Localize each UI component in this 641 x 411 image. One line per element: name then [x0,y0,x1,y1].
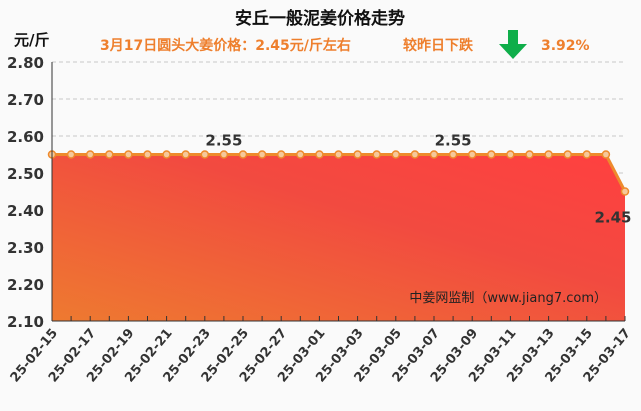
data-point [563,150,572,159]
data-point [487,150,496,159]
y-axis-label: 元/斤 [14,31,49,49]
data-point [143,150,152,159]
data-point [429,150,439,159]
data-point [601,150,611,159]
data-point [124,150,133,159]
down-arrow-icon [499,30,527,59]
data-point [219,150,229,159]
data-point [467,150,477,159]
data-point [448,150,458,159]
data-point [200,150,210,159]
data-point [506,150,515,159]
data-point [582,150,592,159]
data-point [334,150,343,159]
y-tick-label: 2.40 [7,202,44,220]
data-point [105,150,114,159]
data-point [410,150,420,159]
data-point [372,150,381,159]
data-point [257,150,267,159]
y-tick-label: 2.10 [7,313,44,331]
data-point [353,150,362,159]
data-point [391,150,401,159]
y-tick-label: 2.20 [7,276,44,294]
data-point [276,150,286,159]
data-point [238,150,248,159]
data-point [315,150,324,159]
data-label: 2.55 [205,132,242,150]
data-point [544,150,553,159]
y-tick-label: 2.30 [7,239,44,257]
data-point [525,150,534,159]
y-tick-label: 2.50 [7,165,44,183]
data-label: 2.55 [435,132,472,150]
area-fill [52,154,625,321]
data-point [620,187,630,196]
subtitle: 3月17日圆头大姜价格：2.45元/斤左右 [100,37,351,54]
data-point [181,150,190,159]
data-label: 2.45 [594,209,631,227]
data-point [296,150,305,159]
y-tick-label: 2.70 [7,91,44,109]
y-tick-label: 2.60 [7,128,44,146]
change-value: 3.92% [541,38,590,54]
data-point [85,150,95,159]
data-point [162,150,171,159]
data-point [66,150,76,159]
watermark: 中姜网监制（www.jiang7.com） [409,291,607,306]
chart-title: 安丘一般泥姜价格走势 [235,8,405,29]
y-tick-label: 2.80 [7,54,44,72]
change-label: 较昨日下跌 [403,37,474,54]
